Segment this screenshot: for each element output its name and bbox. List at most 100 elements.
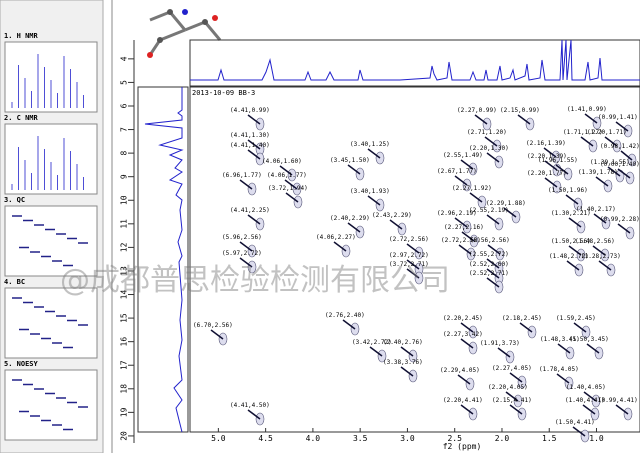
peak-pointer [484, 136, 498, 147]
y-tick-label: 14 [120, 290, 129, 300]
peak-label: (1.39,1.78) [578, 169, 618, 176]
peak-pointer [592, 245, 606, 256]
peak-pointer [556, 373, 570, 384]
peak-label: (2.71,1.20) [467, 129, 507, 136]
peak-pointer [580, 136, 594, 147]
thumbnails: 1. H NMR 2. C NMR 3. QC 4. BC 5. NOESY [4, 32, 98, 441]
peak-label: (2.18,2.45) [502, 315, 542, 322]
x-tick-label: 1.0 [589, 434, 604, 443]
peak-pointer [607, 166, 621, 177]
peak-label: (1.20,1.71) [587, 129, 627, 136]
peak-label: (0.99,2.28) [600, 216, 640, 223]
peak-label: (2.55,2.72) [469, 251, 509, 258]
x-tick-label: 4.5 [258, 434, 273, 443]
peak-label: (3.42,2.72) [352, 339, 392, 346]
peak-pointer [586, 343, 600, 354]
peak-label: (2.55,1.49) [443, 152, 483, 159]
peak-label: (1.50,4.41) [555, 419, 595, 426]
peak-label: (6.70,2.56) [193, 322, 233, 329]
peak-label: (1.41,0.99) [567, 106, 607, 113]
peak-label: (1.48,2.72) [549, 253, 589, 260]
peak-label: (2.20,1.30) [469, 145, 509, 152]
x-tick-label: 4.0 [306, 434, 321, 443]
y-tick-label: 19 [120, 407, 129, 417]
peak-pointer [461, 231, 475, 242]
peak-pointer [454, 175, 468, 186]
peak-label: (1.39,1.55) [590, 159, 630, 166]
peak-pointer [568, 245, 582, 256]
peak-pointer [460, 338, 474, 349]
peak-label: (0.00,1.40) [600, 161, 640, 168]
peak-label: (1.40,4.05) [566, 384, 606, 391]
y-tick-label: 13 [120, 266, 129, 276]
y-tick-label: 9 [120, 174, 129, 179]
peak-label: (2.27,1.92) [452, 185, 492, 192]
left-projection-frame [137, 86, 189, 433]
peak-pointer [517, 114, 531, 125]
peak-pointer [457, 374, 471, 385]
peak-label: (1.40,2.17) [576, 206, 616, 213]
peak-pointer [369, 346, 383, 357]
x-tick-label: 2.5 [447, 434, 462, 443]
peak-label: (1.78,4.05) [539, 366, 579, 373]
peak-pointer [486, 277, 500, 288]
peak-label: (0.99,1.41) [598, 114, 638, 121]
y-tick-label: 12 [120, 242, 129, 252]
peak-pointer [210, 329, 224, 340]
peak-label: (1.91,3.73) [480, 340, 520, 347]
peak-pointer [406, 259, 420, 270]
peak-label: (1.28,2.73) [581, 253, 621, 260]
peak-pointer [593, 213, 607, 224]
peak-label: (1.50,3.45) [569, 336, 609, 343]
thumbnail-label: 1. H NMR [4, 32, 39, 40]
peak-label: (3.40,1.25) [350, 141, 390, 148]
peak-pointer [509, 404, 523, 415]
peak-label: (1.48,3.45) [540, 336, 580, 343]
peak-label: (2.27,2.16) [444, 224, 484, 231]
y-tick-label: 10 [120, 195, 129, 205]
left-projection [144, 87, 184, 433]
top-projection-frame [189, 39, 640, 87]
peak-pointer [598, 260, 612, 271]
peak-label: (4.41,1.40) [230, 142, 270, 149]
peak-pointer [460, 322, 474, 333]
peak-pointer [247, 149, 261, 160]
watermark: @成都普思检验检测有限公司 [60, 263, 450, 298]
peak-label: (1.30,2.21) [551, 210, 591, 217]
peak-pointer [347, 164, 361, 175]
peak-label: (2.20,4.41) [443, 397, 483, 404]
thumbnail [4, 287, 98, 359]
y-tick-label: 8 [120, 151, 129, 156]
peak-label: (5.97,2.72) [222, 250, 262, 257]
peak-label: (1.48,2.56) [575, 238, 615, 245]
peak-label: (2.27,0.99) [457, 107, 497, 114]
peak-label: (1.50,1.96) [548, 187, 588, 194]
peak-pointer [486, 268, 500, 279]
peak-label: (1.71,1.27) [563, 129, 603, 136]
plot: 5.0 4.5 4.0 3.5 3.0 2.5 2.0 1.5 1.0 4 5 6 7 8 9 10 11 12 1… [120, 40, 640, 443]
peak-pointer [617, 223, 631, 234]
peak-pointer [342, 319, 356, 330]
top-projection [190, 39, 640, 81]
peak-pointer [584, 113, 598, 124]
thumbnail-label: 4. BC [4, 278, 25, 286]
peak-label: (2.15,0.99) [500, 107, 540, 114]
peak-pointer [406, 268, 420, 279]
y-tick-label: 18 [120, 384, 129, 394]
peak-label: (2.97,2.72) [389, 252, 429, 259]
peak-pointer [487, 244, 501, 255]
thumbnail-label: 3. QC [4, 196, 25, 204]
peak-pointer [460, 404, 474, 415]
peak-pointer [544, 160, 558, 171]
peak-label: (2.55,2.19) [469, 207, 509, 214]
peak-pointer [454, 217, 468, 228]
peak-label: (2.27,4.05) [492, 365, 532, 372]
peak-label: (2.29,1.88) [486, 200, 526, 207]
peak-pointer [565, 194, 579, 205]
peak-pointer [486, 258, 500, 269]
peak-label: (2.15,4.41) [492, 397, 532, 404]
peak-pointer [582, 404, 596, 415]
x-tick-label: 1.5 [542, 434, 557, 443]
peak-label: (2.56,2.56) [470, 237, 510, 244]
